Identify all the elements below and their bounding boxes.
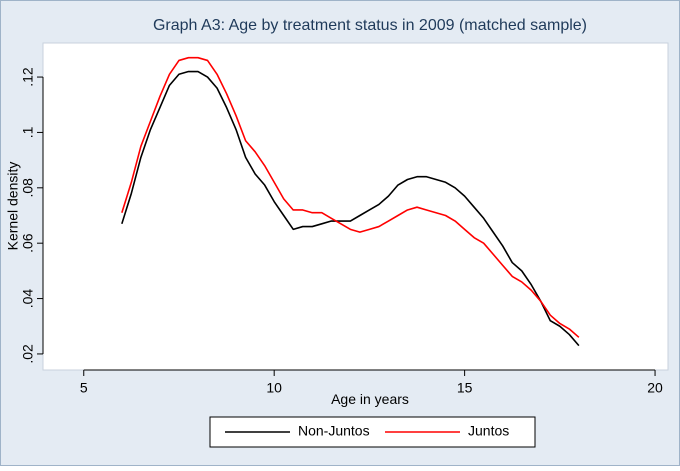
x-axis-title: Age in years (331, 391, 409, 407)
legend: Non-Juntos Juntos (225, 423, 509, 439)
y-tick-label: .12 (20, 67, 36, 87)
x-tick-label: 20 (647, 380, 663, 396)
plot-area (42, 42, 669, 371)
y-axis-title: Kernel density (5, 162, 21, 251)
x-tick-label: 5 (80, 380, 88, 396)
x-tick-label: 15 (457, 380, 473, 396)
series-line (121, 70, 580, 347)
legend-label: Juntos (468, 423, 509, 439)
legend-label: Non-Juntos (298, 423, 370, 439)
y-tick-label: .02 (20, 344, 36, 364)
x-tick-label: 10 (266, 380, 282, 396)
y-tick-label: .06 (20, 233, 36, 253)
chart-title: Graph A3: Age by treatment status in 200… (153, 17, 587, 34)
y-tick-label: .04 (20, 289, 36, 309)
y-tick-label: .1 (20, 126, 36, 138)
y-tick-label: .08 (20, 178, 36, 198)
series-line (121, 56, 580, 338)
